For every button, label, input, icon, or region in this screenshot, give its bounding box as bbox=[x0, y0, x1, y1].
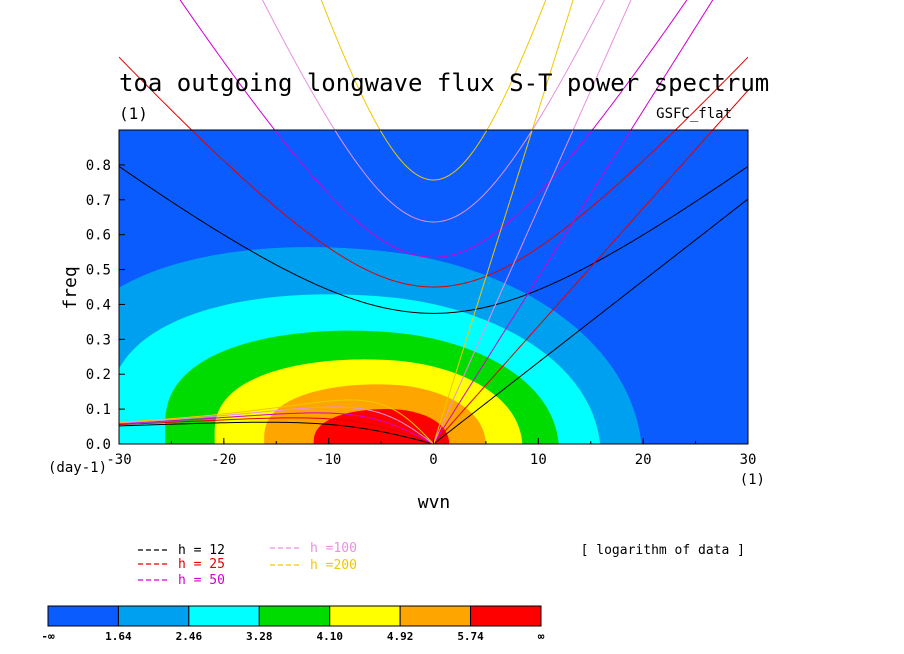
y-tick-label: 0.5 bbox=[86, 263, 111, 279]
legend: h = 12h = 25h = 50 h =100 h =200 bbox=[138, 541, 357, 588]
legend-label: h = 25 bbox=[178, 557, 225, 572]
rossby-curve-h12 bbox=[119, 421, 434, 444]
rossby-curve-h200 bbox=[119, 399, 434, 444]
dataset-label: GSFC_flat bbox=[656, 106, 732, 122]
x-axis: -30 -20 -10 0 10 20 30 bbox=[106, 438, 756, 468]
legend-label: h =100 bbox=[310, 541, 357, 556]
colorbar-label: 3.28 bbox=[246, 630, 273, 643]
x-unit-label: (1) bbox=[740, 472, 765, 488]
chart-title: toa outgoing longwave flux S-T power spe… bbox=[119, 69, 769, 97]
colorbar-label: -∞ bbox=[41, 630, 55, 643]
x-tick-label: 20 bbox=[635, 452, 652, 468]
y-unit-label: (day-1) bbox=[48, 460, 107, 476]
y-tick-label: 0.1 bbox=[86, 402, 111, 418]
kelvin-curve-h200 bbox=[433, 0, 574, 444]
colorbar-swatch bbox=[329, 605, 401, 627]
colorbar-label: ∞ bbox=[538, 630, 545, 643]
colorbar-label: 5.74 bbox=[457, 630, 484, 643]
y-axis: 0.0 0.1 0.2 0.3 0.4 0.5 0.6 0.7 0.8 bbox=[86, 158, 125, 453]
x-tick-label: -20 bbox=[211, 452, 236, 468]
x-tick-label: 10 bbox=[530, 452, 547, 468]
y-axis-label: freq bbox=[60, 266, 81, 309]
kelvin-curve-h50 bbox=[433, 0, 714, 444]
colorbar-swatch bbox=[47, 605, 119, 627]
rossby-curve-h50 bbox=[119, 412, 434, 444]
colorbar-swatch bbox=[470, 605, 542, 627]
colorbar-label: 1.64 bbox=[105, 630, 132, 643]
y-tick-label: 0.3 bbox=[86, 332, 111, 348]
rossby-curve-h25 bbox=[119, 417, 434, 444]
y-tick-label: 0.6 bbox=[86, 228, 111, 244]
ig-curve-h50 bbox=[179, 0, 688, 258]
ig-curve-h12 bbox=[119, 165, 748, 314]
chart-subtitle: (1) bbox=[119, 104, 148, 123]
y-tick-label: 0.4 bbox=[86, 297, 111, 313]
colorbar-swatch bbox=[399, 605, 472, 627]
x-tick-label: -30 bbox=[106, 452, 131, 468]
dispersion-curves bbox=[119, 0, 748, 444]
colorbar-label: 4.10 bbox=[316, 630, 343, 643]
colorbar-label: 2.46 bbox=[176, 630, 203, 643]
y-tick-label: 0.7 bbox=[86, 193, 111, 209]
rossby-curve-h100 bbox=[119, 406, 434, 444]
colorbar-label: 4.92 bbox=[387, 630, 414, 643]
kelvin-curve-h100 bbox=[433, 0, 632, 444]
y-tick-label: 0.8 bbox=[86, 158, 111, 174]
ig-curve-h200 bbox=[320, 0, 547, 181]
colorbar-swatch bbox=[188, 605, 260, 627]
ig-curve-h100 bbox=[261, 0, 606, 223]
colorbar-swatch bbox=[258, 605, 331, 627]
legend-label: h = 50 bbox=[178, 573, 225, 588]
log-note: [ logarithm of data ] bbox=[581, 543, 745, 558]
y-tick-label: 0.0 bbox=[86, 437, 111, 453]
colorbar-swatch bbox=[117, 605, 190, 627]
x-tick-label: -10 bbox=[316, 452, 341, 468]
kelvin-curve-h12 bbox=[433, 198, 748, 444]
y-tick-label: 0.2 bbox=[86, 367, 111, 383]
contour-fills bbox=[119, 130, 748, 444]
x-axis-label: wvn bbox=[418, 492, 451, 513]
colorbar: -∞ 1.64 2.46 3.28 4.10 4.92 5.74 ∞ bbox=[41, 605, 545, 643]
x-tick-label: 0 bbox=[429, 452, 437, 468]
ig-curve-h25 bbox=[119, 56, 748, 288]
legend-label: h =200 bbox=[310, 558, 357, 573]
x-tick-label: 30 bbox=[740, 452, 757, 468]
kelvin-curve-h25 bbox=[433, 90, 748, 444]
legend-label: h = 12 bbox=[178, 543, 225, 558]
